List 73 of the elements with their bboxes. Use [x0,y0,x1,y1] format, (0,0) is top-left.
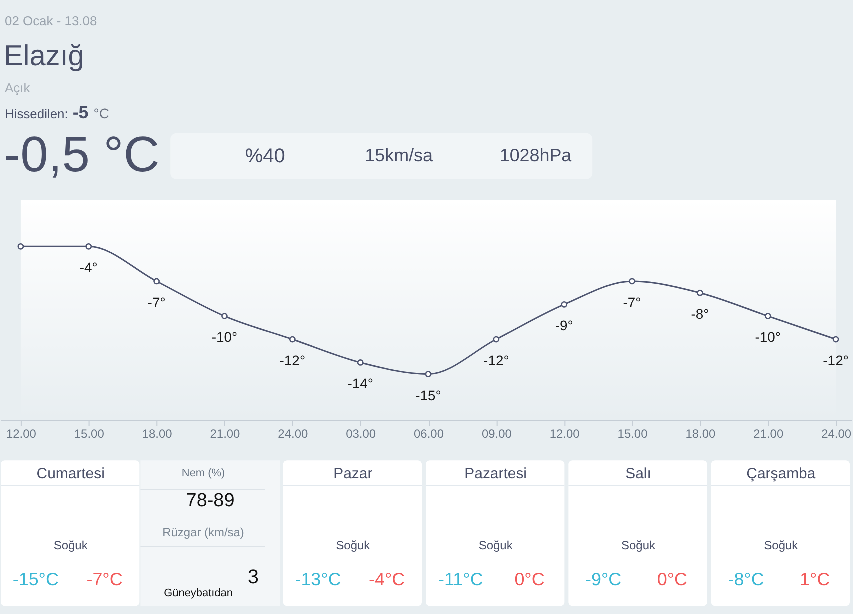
data-label: -14° [348,376,374,392]
x-tick-label: 18.00 [686,427,716,442]
x-tick-label: 03.00 [346,427,376,442]
text: 3 [248,566,259,588]
x-tick-label: 06.00 [414,427,444,442]
text: 1°C [800,569,830,590]
x-tick-label: 18.00 [142,427,173,442]
text: Soğuk [478,538,513,552]
point [561,302,568,308]
point [493,336,500,343]
data-label: -7° [148,294,166,310]
text: Nem (%) [182,468,226,480]
text: -13°C [295,569,342,590]
text: 02 Ocak - 13.08 [4,14,98,29]
data-label: -10° [212,329,238,346]
data-label: -4° [80,260,98,276]
data-label: -9° [555,318,574,334]
x-tick-label: 21.00 [210,427,241,442]
x-tick-label: 24.00 [822,427,852,442]
category-label: Salı [626,466,652,483]
text: -9°C [586,569,622,590]
text: -11°C [438,569,484,590]
text: Güneybatıdan [164,587,233,600]
x-tick-label: 24.00 [278,427,308,442]
data-label: -12° [484,352,510,368]
point [154,278,160,285]
text: %40 [245,145,286,168]
point [18,243,24,250]
text: -5 [72,102,89,122]
text: Açık [4,80,31,96]
text: Soğuk [764,538,798,552]
point [357,360,364,366]
text: -15°C [12,569,59,590]
data-label: -8° [691,306,710,322]
text: -8°C [728,569,764,590]
point [222,313,228,320]
text: Hissedilen: [4,106,68,122]
point [425,371,432,378]
text: 78-89 [186,490,235,512]
data-label: -10° [755,329,781,346]
category-label: Pazar [334,466,373,483]
data-label: -15° [416,387,442,404]
text: °C [94,105,110,122]
point [764,313,772,320]
point [86,243,92,250]
x-tick-label: 15.00 [618,427,648,442]
text: 0°C [657,569,688,590]
text: 0°C [514,569,545,590]
category-label: Cumartesi [36,466,105,483]
text: Soğuk [54,538,88,552]
x-tick-label: 12.00 [6,427,37,442]
x-tick-label: 21.00 [754,427,784,442]
point [289,336,296,343]
data-label: -12° [823,352,849,368]
text: -7°C [86,569,123,590]
point [629,278,636,285]
text: Soğuk [336,538,370,552]
point [832,336,840,343]
text: -4°C [369,569,406,590]
text: 1028hPa [500,145,572,166]
text: Soğuk [622,538,656,552]
category-label: Pazartesi [464,466,528,483]
x-tick-label: 15.00 [74,427,105,442]
category-label: Çarşamba [746,466,816,483]
text: Rüzgar (km/sa) [162,525,244,540]
text: Elazığ [4,40,84,73]
x-tick-label: 09.00 [482,427,512,442]
data-label: -7° [623,294,642,310]
text: -0,5 °C [4,126,160,182]
data-label: -12° [280,352,306,368]
text: 15km/sa [365,145,433,166]
x-tick-label: 12.00 [550,427,580,442]
point [697,290,704,296]
